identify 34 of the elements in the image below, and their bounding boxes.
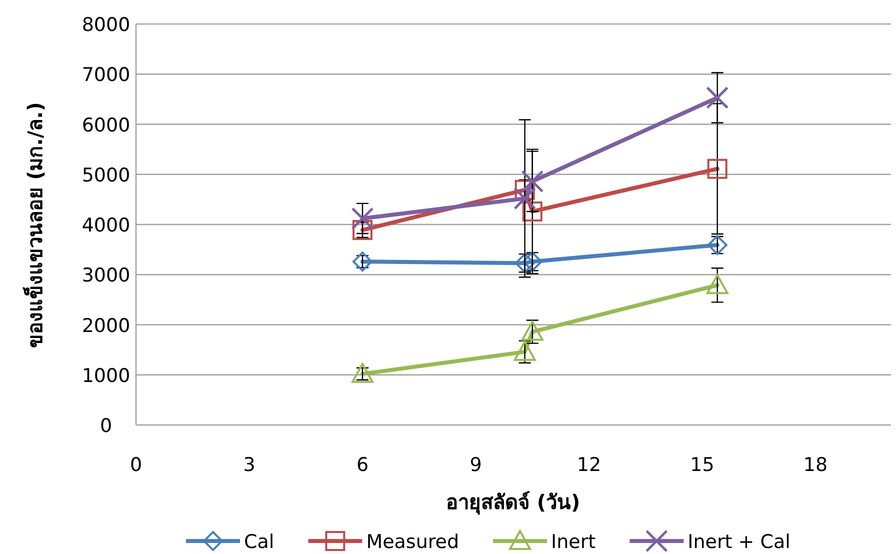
- y-axis-title: ของแข็งแขวนลอย (มก./ล.): [22, 102, 47, 348]
- point: [707, 235, 728, 256]
- y-tick-label: 3000: [82, 264, 130, 287]
- x-tick-label: 18: [803, 454, 828, 476]
- point: [352, 252, 372, 272]
- y-tick-label: 5000: [82, 164, 130, 186]
- legend-label: Measured: [366, 531, 460, 553]
- point: [514, 187, 536, 210]
- x-tick-label: 6: [356, 454, 369, 476]
- y-tick-label: 2000: [82, 314, 130, 337]
- point: [521, 170, 544, 193]
- y-tick-label: 4000: [82, 214, 130, 236]
- point: [351, 207, 374, 230]
- point: [352, 362, 374, 383]
- point: [522, 201, 542, 222]
- y-tick-label: 6000: [82, 114, 130, 136]
- point: [706, 86, 729, 109]
- y-tick-label: 7000: [82, 64, 130, 86]
- y-tick-label: 1000: [82, 364, 130, 387]
- point: [521, 320, 544, 341]
- legend-label: Inert: [551, 531, 596, 553]
- y-tick-label: 0: [100, 415, 112, 437]
- legend-label: Inert + Cal: [688, 531, 790, 553]
- x-axis-title: อายุสลัดจ์ (วัน): [446, 490, 580, 515]
- y-tick-label: 8000: [82, 14, 130, 36]
- x-tick-label: 9: [470, 454, 482, 476]
- point: [707, 158, 728, 179]
- x-tick-label: 15: [690, 454, 714, 476]
- point: [706, 274, 728, 294]
- x-tick-label: 3: [243, 454, 256, 476]
- legend-label: Cal: [244, 531, 274, 553]
- point: [514, 253, 535, 274]
- point: [514, 340, 536, 361]
- x-tick-label: 12: [576, 454, 602, 476]
